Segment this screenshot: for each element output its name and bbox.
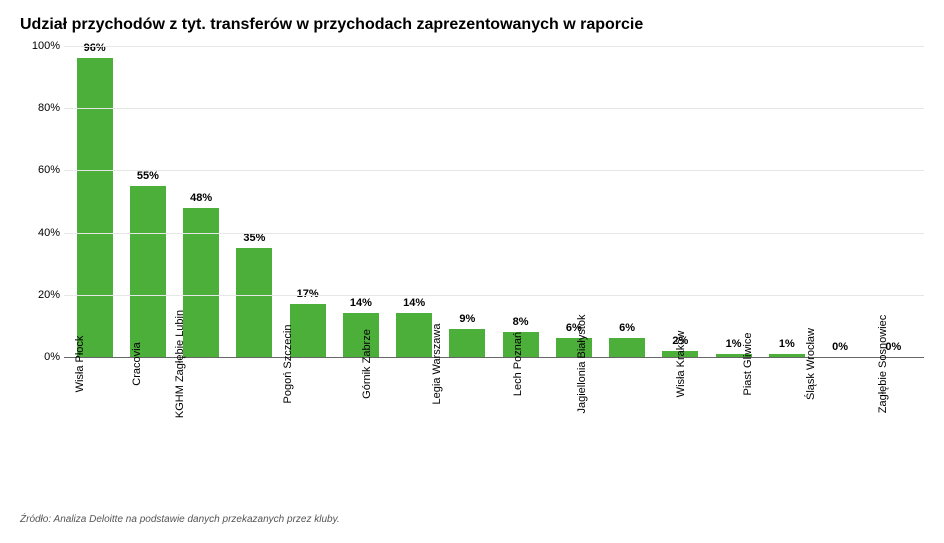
x-axis-label: Śląsk Wrocław — [805, 328, 817, 400]
x-label-slot: Śląsk Wrocław — [799, 358, 871, 376]
bar-slot: 14% — [388, 46, 441, 357]
x-axis-label: Lech Poznań — [512, 332, 524, 396]
y-tick-label: 20% — [20, 289, 60, 301]
bar-value-label: 1% — [779, 338, 795, 350]
bar-slot: 17% — [281, 46, 334, 357]
x-label-slot: Piast Gliwice — [736, 358, 799, 376]
bar: 1% — [769, 354, 805, 357]
grid-line — [64, 170, 924, 171]
bar-value-label: 9% — [459, 313, 475, 325]
x-axis-label: Wisła Kraków — [675, 331, 687, 398]
bar-slot: 96% — [68, 46, 121, 357]
bar-slot: 14% — [334, 46, 387, 357]
bar: 96% — [77, 58, 113, 357]
x-label-slot: Cracovia — [125, 358, 168, 376]
bar-slot: 1% — [707, 46, 760, 357]
bar-value-label: 35% — [243, 232, 265, 244]
bars-container: 96%55%48%35%17%14%14%9%8%6%6%2%1%1%0%0% — [64, 46, 924, 357]
x-axis-label: Jagiellonia Białystok — [576, 314, 588, 413]
x-axis-label: Pogoń Szczecin — [282, 325, 294, 404]
x-label-slot: Wisła Płock — [68, 358, 125, 376]
grid-line — [64, 233, 924, 234]
bar-slot: 8% — [494, 46, 547, 357]
x-label-slot: KGHM Zagłębie Lubin — [168, 358, 276, 376]
bar-slot: 2% — [654, 46, 707, 357]
x-axis-label: Legia Warszawa — [431, 324, 443, 405]
x-label-slot: Lech Poznań — [506, 358, 570, 376]
x-axis-label: KGHM Zagłębie Lubin — [174, 310, 186, 418]
y-tick-label: 40% — [20, 227, 60, 239]
y-tick-label: 60% — [20, 164, 60, 176]
x-axis-label: Wisła Płock — [74, 336, 86, 393]
plot-area: 96%55%48%35%17%14%14%9%8%6%6%2%1%1%0%0% … — [64, 46, 924, 358]
bar-value-label: 1% — [726, 338, 742, 350]
bar-slot: 6% — [547, 46, 600, 357]
chart-source: Źródło: Analiza Deloitte na podstawie da… — [20, 514, 924, 525]
bar-value-label: 14% — [403, 297, 425, 309]
x-label-slot: Zagłębie Sosnowiec — [871, 358, 944, 376]
chart-title: Udział przychodów z tyt. transferów w pr… — [20, 16, 924, 34]
bar-slot: 1% — [760, 46, 813, 357]
bar-value-label: 48% — [190, 192, 212, 204]
bar-chart: 96%55%48%35%17%14%14%9%8%6%6%2%1%1%0%0% … — [20, 46, 924, 506]
x-axis-label: Górnik Zabrze — [361, 329, 373, 399]
x-label-slot: Wisła Kraków — [669, 358, 736, 376]
grid-line — [64, 108, 924, 109]
x-label-slot: Legia Warszawa — [425, 358, 506, 376]
bar-slot: 0% — [814, 46, 867, 357]
bar: 35% — [236, 248, 272, 357]
x-axis-label: Cracovia — [131, 342, 143, 385]
bar: 17% — [290, 304, 326, 357]
bar-value-label: 96% — [84, 42, 106, 54]
y-tick-label: 80% — [20, 102, 60, 114]
x-label-slot: Górnik Zabrze — [355, 358, 425, 376]
bar: 9% — [449, 329, 485, 357]
x-axis-labels: Wisła PłockCracoviaKGHM Zagłębie LubinPo… — [64, 358, 924, 376]
x-axis-label: Zagłębie Sosnowiec — [877, 315, 889, 413]
y-tick-label: 100% — [20, 40, 60, 52]
bar: 55% — [130, 186, 166, 357]
bar-slot: 35% — [228, 46, 281, 357]
grid-line — [64, 46, 924, 47]
y-tick-label: 0% — [20, 351, 60, 363]
bar: 6% — [609, 338, 645, 357]
bar-slot: 0% — [867, 46, 920, 357]
bar-slot: 55% — [121, 46, 174, 357]
bar-slot: 9% — [441, 46, 494, 357]
bar-value-label: 0% — [832, 341, 848, 353]
bar-value-label: 14% — [350, 297, 372, 309]
bar-value-label: 6% — [619, 322, 635, 334]
x-label-slot: Jagiellonia Białystok — [570, 358, 669, 376]
bar: 14% — [396, 313, 432, 357]
bar-value-label: 8% — [513, 316, 529, 328]
x-label-slot: Pogoń Szczecin — [276, 358, 355, 376]
bar-value-label: 55% — [137, 170, 159, 182]
bar-slot: 6% — [601, 46, 654, 357]
x-axis-label: Piast Gliwice — [742, 333, 754, 396]
grid-line — [64, 295, 924, 296]
bar: 48% — [183, 208, 219, 357]
